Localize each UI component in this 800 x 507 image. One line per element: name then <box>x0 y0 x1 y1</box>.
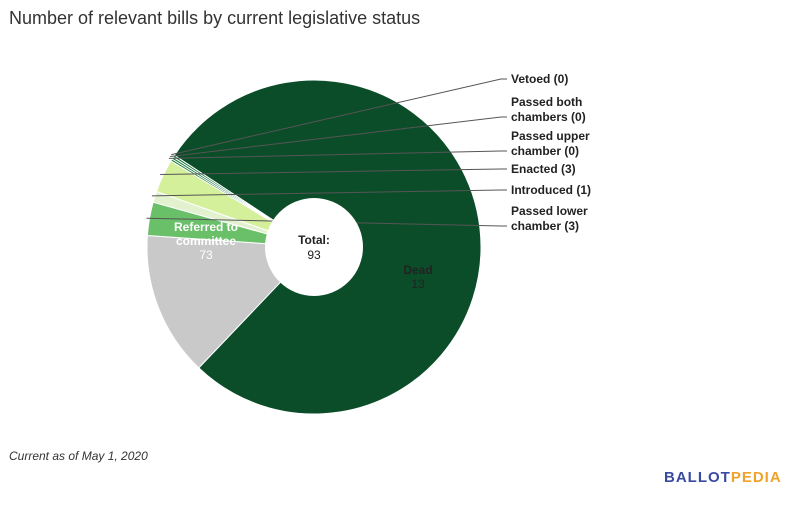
label-passed-both-chambers-line1: Passed both <box>511 95 582 109</box>
label-dead-line1: Dead <box>403 263 432 277</box>
leader-line-introduced <box>151 189 507 197</box>
label-vetoed-line1: Vetoed (0) <box>511 72 568 86</box>
label-introduced-line1: Introduced (1) <box>511 183 591 197</box>
footnote: Current as of May 1, 2020 <box>9 449 148 463</box>
logo-part-ballot: BALLOT <box>664 469 731 486</box>
center-total-label: Total: <box>298 233 330 247</box>
label-passed-both-chambers-line2: chambers (0) <box>511 110 586 124</box>
label-passed-upper-chamber-line2: chamber (0) <box>511 144 579 158</box>
leader-line-vetoed <box>171 78 507 156</box>
value-referred-to-committee: 73 <box>199 248 213 262</box>
label-passed-lower-chamber-line2: chamber (3) <box>511 219 579 233</box>
label-referred-to-committee-line1: Referred to <box>174 220 238 234</box>
chart-title: Number of relevant bills by current legi… <box>9 8 421 28</box>
label-enacted-line1: Enacted (3) <box>511 162 576 176</box>
leader-lines <box>146 78 507 227</box>
leader-line-passed-both-chambers <box>170 116 507 157</box>
label-passed-lower-chamber-line1: Passed lower <box>511 204 588 218</box>
logo-part-pedia: PEDIA <box>730 469 782 486</box>
label-referred-to-committee-line2: committee <box>176 234 236 248</box>
leader-line-enacted <box>160 168 507 175</box>
value-dead: 13 <box>411 277 425 291</box>
leader-line-passed-upper-chamber <box>168 150 507 159</box>
donut-hole <box>265 198 363 296</box>
leader-line-passed-lower-chamber <box>146 217 507 227</box>
label-passed-upper-chamber-line1: Passed upper <box>511 129 590 143</box>
ballotpedia-logo: BALLOTPEDIA <box>664 469 782 486</box>
center-total-value: 93 <box>307 248 321 262</box>
